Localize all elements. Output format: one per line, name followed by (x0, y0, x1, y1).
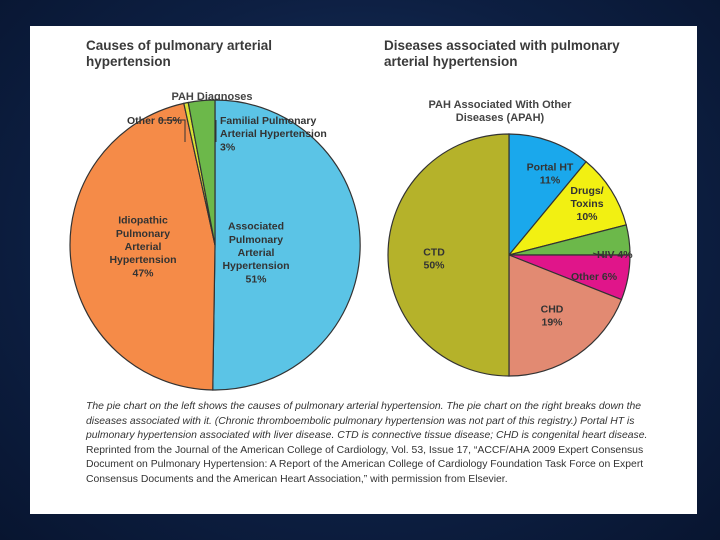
right-slice-drugs-toxins (507, 160, 627, 257)
right-title-line2: arterial hypertension (384, 54, 518, 69)
right-slice-portal-ht (508, 133, 587, 257)
left-label-familial-pulmonary-arterial-hypertension: Familial Pulmonary Arterial Hypertension 3… (220, 115, 327, 153)
right-label-drugs-toxins: Drugs/Toxins 10% (570, 185, 603, 223)
right-chart-subtitle: PAH Associated With Other Diseases (APAH… (410, 99, 590, 125)
left-label-other: Other 0.5% (127, 115, 183, 127)
right-subtitle-line1: PAH Associated With Other (428, 99, 572, 111)
right-leader-hiv (592, 252, 606, 258)
figure-caption: The pie chart on the left shows the caus… (86, 400, 666, 488)
left-label-associated-pulmonary-arterial-hypertension: Associated Pulmonary Arterial Hypertension 5… (222, 221, 289, 286)
right-chart-title: Diseases associated with pulmonary arter… (384, 38, 620, 70)
right-label-chd: CHD 19% (541, 303, 564, 328)
right-slice-ctd (387, 133, 510, 377)
left-slice-associated-pulmonary-arterial-hypertension (212, 99, 361, 391)
pie-charts: Associated Pulmonary Arterial Hypertension 5… (69, 99, 633, 391)
right-label-other: Other 6% (571, 271, 618, 283)
caption-italic: The pie chart on the left shows the caus… (86, 401, 648, 442)
right-title-line1: Diseases associated with pulmonary (384, 38, 620, 53)
right-label-portal-ht: Portal HT 11% (527, 161, 574, 186)
right-label-ctd: CTD 50% (423, 246, 445, 271)
left-chart-subtitle: PAH Diagnoses (171, 91, 253, 103)
right-subtitle-line2: Diseases (APAH) (455, 112, 545, 124)
left-title-line1: Causes of pulmonary arterial (86, 38, 273, 53)
left-chart-title: Causes of pulmonary arterial hypertensio… (86, 38, 272, 70)
right-label-hiv: HIV 4% (597, 249, 633, 261)
slide: Causes of pulmonary arterial hypertensio… (30, 26, 697, 514)
left-slice-idiopathic-pulmonary-arterial-hypertension (69, 102, 216, 391)
right-slice-chd (508, 254, 623, 377)
caption-plain: Reprinted from the Journal of the Americ… (86, 444, 644, 485)
left-leader-other (159, 119, 186, 142)
left-title-line2: hypertension (86, 54, 171, 69)
left-label-idiopathic-pulmonary-arterial-hypertension: Idiopathic Pulmonary Arterial Hypertension 4… (109, 215, 176, 280)
left-slice-familial-pulmonary-arterial-hypertension (187, 99, 216, 246)
